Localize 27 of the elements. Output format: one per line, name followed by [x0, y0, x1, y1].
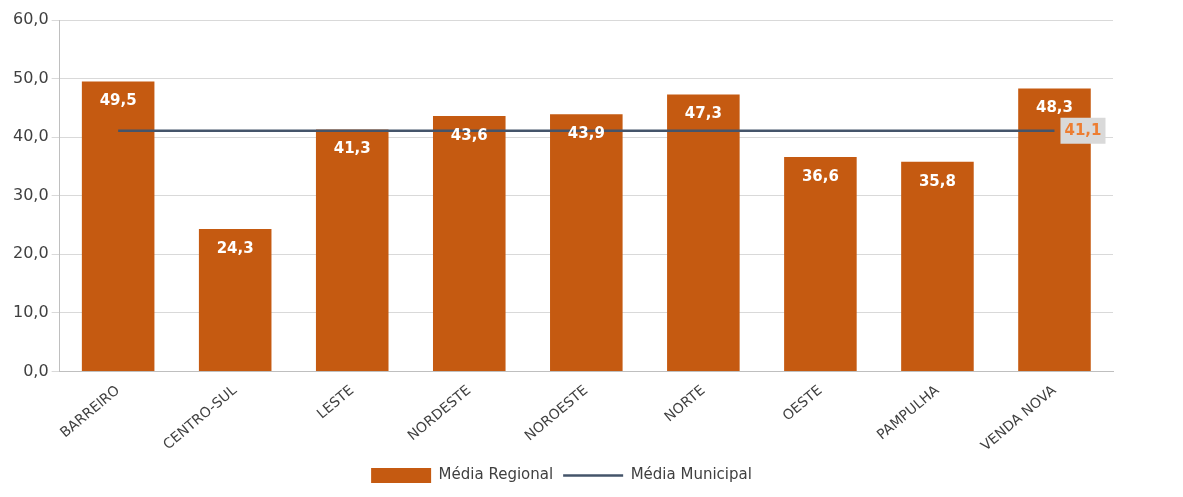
bar — [784, 157, 857, 371]
bar — [550, 114, 623, 371]
bar — [901, 161, 974, 371]
bar — [667, 94, 740, 371]
bar — [432, 116, 506, 371]
data-label: 36,6 — [801, 166, 839, 185]
y-tick-label: 40,0 — [13, 126, 49, 146]
bar — [315, 129, 389, 371]
data-label: 35,8 — [918, 171, 956, 190]
data-label: 41,3 — [333, 139, 371, 158]
data-label: 49,5 — [99, 91, 137, 110]
data-label: 41,1 — [1064, 120, 1102, 139]
y-tick-label: 10,0 — [13, 301, 49, 321]
legend-label: Média Municipal — [630, 465, 752, 484]
y-tick-label: 0,0 — [23, 360, 49, 380]
bar — [198, 229, 272, 371]
data-label: 47,3 — [684, 104, 722, 123]
data-label: 43,9 — [567, 124, 605, 143]
data-label: 43,6 — [450, 125, 488, 144]
data-label: 48,3 — [1035, 98, 1073, 117]
y-tick-label: 20,0 — [13, 243, 49, 263]
bar — [81, 81, 155, 371]
y-tick-label: 60,0 — [13, 9, 49, 29]
y-tick-label: 50,0 — [13, 67, 49, 87]
legend-label: Média Regional — [438, 465, 554, 484]
y-tick-label: 30,0 — [13, 184, 49, 204]
data-label: 24,3 — [216, 238, 254, 257]
